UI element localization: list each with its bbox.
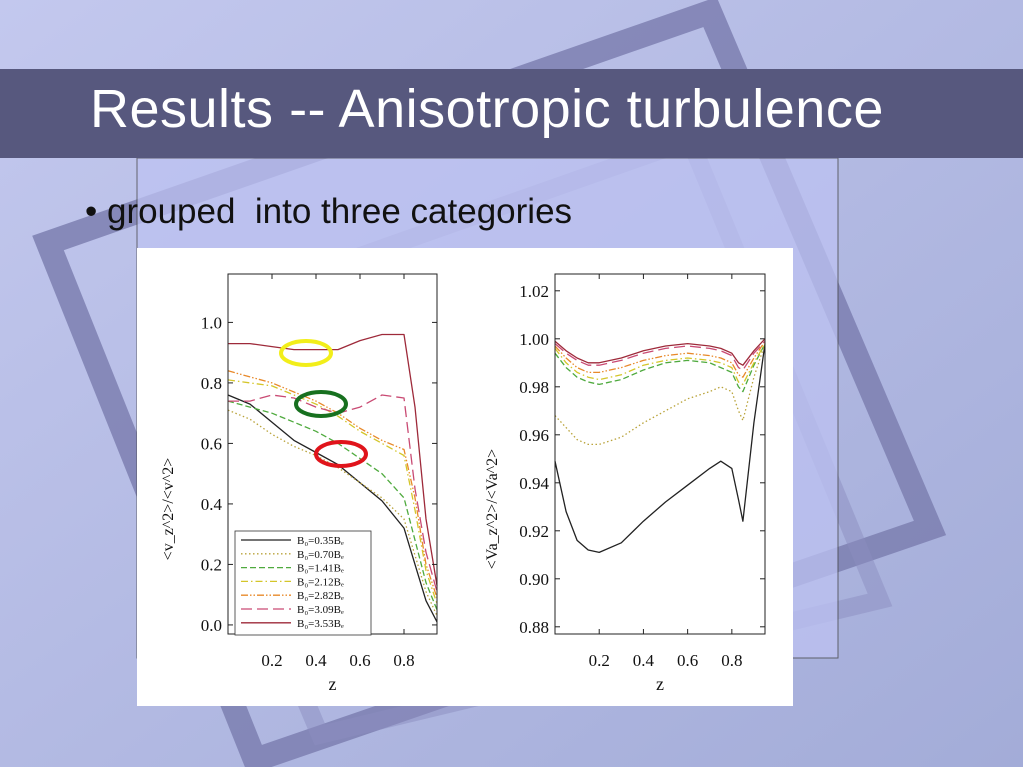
- y-tick-label: 0.88: [519, 618, 549, 637]
- series-line-1: [227, 394, 438, 623]
- y-axis-label: <Va_z^2>/<Va^2>: [484, 449, 501, 569]
- series-line-5: [554, 340, 766, 378]
- slide-title: Results -- Anisotropic turbulence: [90, 79, 884, 139]
- y-tick-label: 0.94: [519, 474, 549, 493]
- x-tick-label: 0.2: [589, 651, 610, 670]
- y-tick-label: 0.90: [519, 570, 549, 589]
- bullet-marker: •: [85, 192, 98, 231]
- y-tick-label: 0.0: [201, 616, 222, 635]
- figure-panel: 0.2 0.4 0.6 0.8 0.0 0.2 0.4 0.6 0.8 1.0 z <v_z^2>/<…: [137, 248, 793, 706]
- legend-entry-3: B₀=1.41Bₑ: [297, 563, 344, 575]
- legend-entry-4: B₀=2.12Bₑ: [297, 576, 344, 588]
- series-line-6: [228, 394, 438, 592]
- series-line-7: [228, 333, 438, 586]
- chart-2: 0.2 0.4 0.6 0.8 0.88 0.90 0.92 0.94 0.96 0.98 1.00…: [484, 273, 766, 694]
- series-line-1: [554, 343, 766, 554]
- y-tick-label: 1.0: [201, 313, 222, 332]
- series-line-3: [554, 343, 766, 393]
- legend-entry-7: B₀=3.53Bₑ: [297, 618, 344, 630]
- y-tick-label: 1.00: [519, 330, 549, 349]
- highlight-ellipse-yellow: [279, 339, 333, 367]
- x-tick-label: 0.8: [393, 651, 414, 670]
- highlight-ellipse-green: [294, 390, 348, 418]
- x-tick-label: 0.6: [349, 651, 370, 670]
- series-line-7: [554, 338, 766, 366]
- y-tick-label: 0.96: [519, 426, 549, 445]
- title-bar: [0, 69, 1023, 158]
- legend-entry-6: B₀=3.09Bₑ: [297, 604, 344, 616]
- x-tick-label: 0.6: [677, 651, 698, 670]
- series-line-5: [227, 370, 438, 598]
- highlight-ellipse-red: [314, 440, 368, 468]
- charts-svg: 0.2 0.4 0.6 0.8 0.0 0.2 0.4 0.6 0.8 1.0 z <v_z^2>/<…: [160, 273, 766, 694]
- legend-box: [234, 530, 372, 636]
- legend-entry-2: B₀=0.70Bₑ: [297, 549, 344, 561]
- y-axis-label: <v_z^2>/<v^2>: [160, 458, 177, 561]
- legend-entry-1: B₀=0.35Bₑ: [297, 535, 344, 547]
- y-tick-label: 0.98: [519, 378, 549, 397]
- y-tick-label: 0.92: [519, 522, 549, 541]
- annotations: [279, 339, 368, 468]
- y-tick-label: 0.2: [201, 555, 222, 574]
- series-line-3: [227, 400, 438, 611]
- series-line-4: [554, 343, 766, 386]
- chart-1: 0.2 0.4 0.6 0.8 0.0 0.2 0.4 0.6 0.8 1.0 z <v_z^2>/<…: [160, 273, 438, 694]
- y-tick-label: 0.4: [201, 495, 223, 514]
- series-line-2: [554, 343, 766, 446]
- x-tick-label: 0.4: [305, 651, 327, 670]
- x-tick-label: 0.4: [633, 651, 655, 670]
- x-tick-label: 0.2: [261, 651, 282, 670]
- y-tick-label: 0.8: [201, 374, 222, 393]
- x-tick-label: 0.8: [721, 651, 742, 670]
- y-tick-label: 1.02: [519, 282, 549, 301]
- series-line-6: [554, 340, 766, 371]
- bullet-text: grouped into three categories: [107, 192, 573, 231]
- bullet-point: • grouped into three categories: [85, 192, 572, 232]
- x-axis-label: z: [656, 674, 664, 694]
- y-tick-label: 0.6: [201, 434, 222, 453]
- plot-frame: [554, 273, 766, 635]
- series-line-2: [227, 409, 438, 617]
- x-axis-label: z: [329, 674, 337, 694]
- legend-entry-5: B₀=2.82Bₑ: [297, 590, 344, 602]
